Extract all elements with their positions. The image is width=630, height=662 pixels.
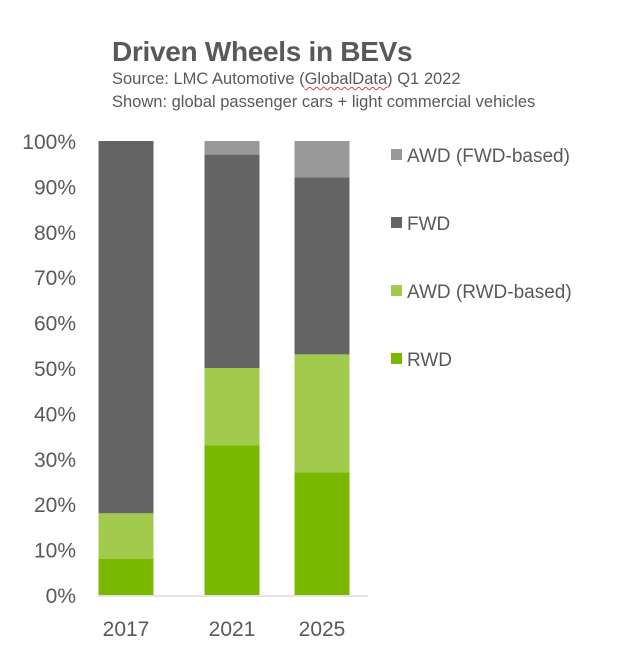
- bar-segment-rwd-2017: [98, 558, 154, 595]
- x-tick-label: 2021: [209, 618, 256, 641]
- legend: AWD (FWD-based) FWD AWD (RWD-based) RWD: [391, 146, 572, 371]
- legend-item-awd-fwd-based: AWD (FWD-based): [391, 146, 570, 167]
- bar-segment-rwd-2021: [204, 445, 260, 595]
- source-suffix: ) Q1 2022: [387, 70, 461, 88]
- legend-label: FWD: [407, 214, 450, 235]
- legend-swatch: [391, 149, 402, 160]
- y-tick-label: 60%: [34, 313, 76, 336]
- legend-item-fwd: FWD: [391, 214, 450, 235]
- y-tick-label: 50%: [34, 358, 76, 381]
- legend-label: AWD (FWD-based): [407, 146, 570, 167]
- bar-segment-fwd-2017: [98, 141, 154, 514]
- y-tick-label: 20%: [34, 494, 76, 517]
- legend-item-rwd: RWD: [391, 350, 452, 371]
- chart-title: Driven Wheels in BEVs: [112, 36, 413, 67]
- bar-segment-rwd-2025: [294, 472, 350, 595]
- legend-swatch: [391, 285, 402, 296]
- y-tick-label: 100%: [22, 131, 76, 154]
- y-axis: 0% 10% 20% 30% 40% 50% 60% 70% 80% 90% 100%: [22, 131, 76, 608]
- bar-segment-awd-fwd-based-2025: [294, 141, 350, 178]
- chart-subtitle-shown: Shown: global passenger cars + light com…: [112, 93, 536, 111]
- bar-stack-2017: [98, 141, 154, 595]
- y-tick-label: 10%: [34, 540, 76, 563]
- bar-segment-fwd-2021: [204, 154, 260, 368]
- bar-stack-2025: [294, 141, 350, 595]
- legend-swatch: [391, 353, 402, 364]
- y-tick-label: 90%: [34, 176, 76, 199]
- y-tick-label: 70%: [34, 267, 76, 290]
- legend-label: AWD (RWD-based): [407, 282, 572, 303]
- legend-item-awd-rwd-based: AWD (RWD-based): [391, 282, 572, 303]
- bar-segment-awd-fwd-based-2021: [204, 141, 260, 155]
- y-tick-label: 0%: [46, 585, 76, 608]
- y-tick-label: 40%: [34, 403, 76, 426]
- bar-stack-2021: [204, 141, 260, 595]
- bar-segment-awd-rwd-based-2025: [294, 354, 350, 473]
- bar-segment-awd-rwd-based-2017: [98, 513, 154, 559]
- bar-segment-awd-rwd-based-2021: [204, 368, 260, 446]
- y-tick-label: 30%: [34, 449, 76, 472]
- source-link-text: GlobalData: [304, 70, 388, 88]
- x-tick-label: 2025: [299, 618, 346, 641]
- chart-subtitle-source: Source: LMC Automotive (GlobalData) Q1 2…: [112, 70, 461, 89]
- x-tick-label: 2017: [103, 618, 150, 641]
- bar-segment-fwd-2025: [294, 177, 350, 355]
- legend-swatch: [391, 217, 402, 228]
- y-tick-label: 80%: [34, 222, 76, 245]
- bars: [98, 141, 350, 595]
- legend-label: RWD: [407, 350, 452, 371]
- source-prefix: Source: LMC Automotive (: [112, 70, 305, 88]
- x-axis: 2017 2021 2025: [103, 618, 346, 641]
